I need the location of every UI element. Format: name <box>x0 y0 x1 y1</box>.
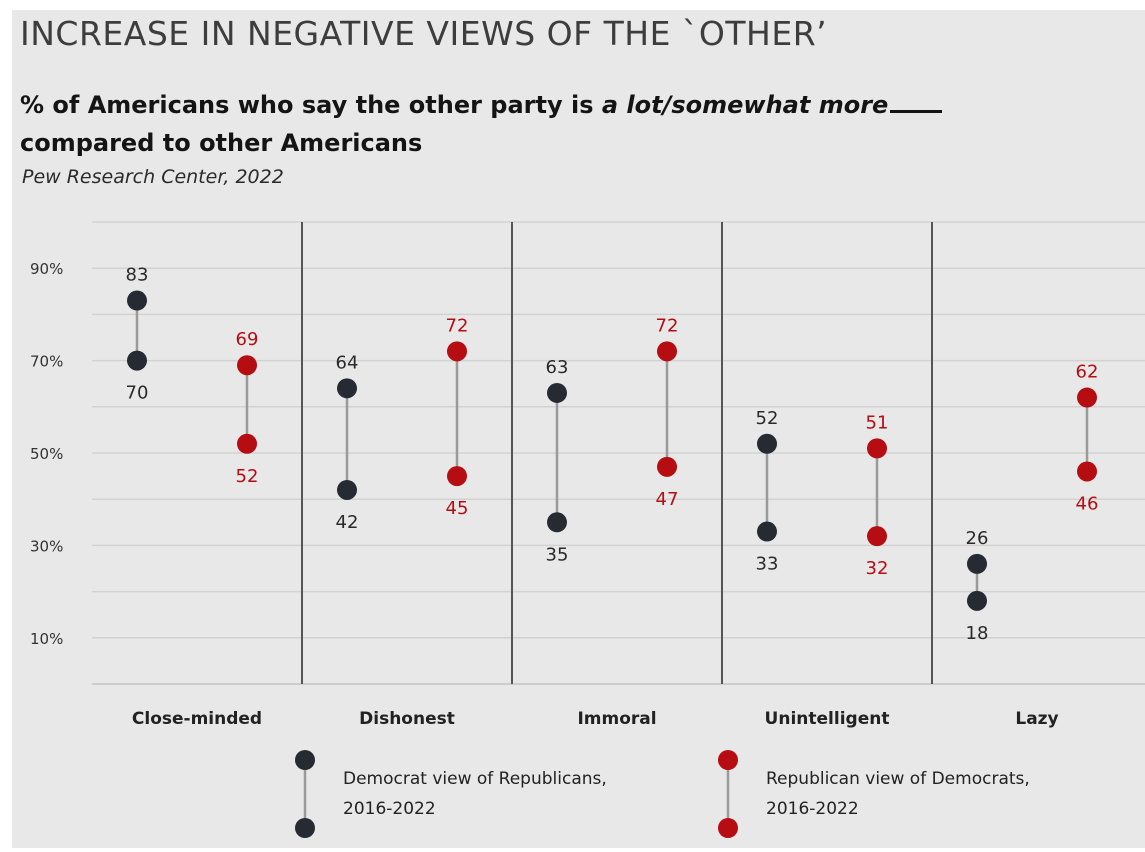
republican-point-2022 <box>1077 387 1097 408</box>
y-tick-label: 10% <box>30 630 63 648</box>
subtitle-text: % of Americans who say the other party i… <box>20 91 602 119</box>
subtitle-blank-line <box>890 90 943 113</box>
republican-label-high: 72 <box>656 315 679 336</box>
republican-point-2016 <box>237 433 257 454</box>
republican-point-2016 <box>657 456 677 477</box>
republican-label-high: 69 <box>236 329 259 350</box>
category-label: Dishonest <box>359 709 455 729</box>
legend-republican-marker-top <box>718 750 738 770</box>
democrat-point-2016 <box>547 512 567 533</box>
republican-label-low: 47 <box>656 489 679 510</box>
democrat-label-low: 42 <box>336 512 359 533</box>
democrat-point-2016 <box>127 350 147 371</box>
democrat-point-2016 <box>967 590 987 611</box>
chart-title: INCREASE IN NEGATIVE VIEWS OF THE `OTHER… <box>20 14 828 53</box>
democrat-point-2016 <box>337 479 357 500</box>
category-label: Close-minded <box>132 709 262 729</box>
y-tick-label: 90% <box>30 260 63 278</box>
democrat-label-high: 83 <box>126 265 149 286</box>
legend-republican-marker-bottom <box>718 818 738 838</box>
republican-label-low: 45 <box>446 498 469 519</box>
republican-point-2022 <box>447 341 467 362</box>
subtitle-text-line2: compared to other Americans <box>20 129 423 157</box>
democrat-point-2016 <box>757 521 777 542</box>
democrat-point-2022 <box>337 378 357 399</box>
chart-panel <box>12 10 1145 848</box>
democrat-label-low: 18 <box>966 623 989 644</box>
subtitle-emphasis: a lot/somewhat more <box>601 91 889 119</box>
republican-label-high: 62 <box>1076 362 1099 383</box>
chart-subtitle: % of Americans who say the other party i… <box>20 86 1100 162</box>
category-label: Unintelligent <box>765 709 890 729</box>
legend-republican-label-line1: Republican view of Democrats, <box>766 769 1030 789</box>
democrat-label-high: 64 <box>336 352 359 373</box>
republican-label-low: 32 <box>866 558 889 579</box>
legend-democrat-marker-bottom <box>295 818 315 838</box>
y-tick-label: 70% <box>30 353 63 371</box>
democrat-point-2022 <box>127 290 147 311</box>
republican-label-low: 46 <box>1076 493 1099 514</box>
legend-republican-label-line2: 2016-2022 <box>766 799 859 819</box>
legend-democrat-label-line2: 2016-2022 <box>343 799 436 819</box>
y-tick-label: 30% <box>30 537 63 555</box>
chart-source: Pew Research Center, 2022 <box>22 166 284 188</box>
democrat-point-2022 <box>967 553 987 574</box>
category-label: Lazy <box>1015 709 1058 729</box>
democrat-label-low: 70 <box>126 383 149 404</box>
democrat-point-2022 <box>547 382 567 403</box>
category-label: Immoral <box>577 709 656 729</box>
y-tick-label: 50% <box>30 445 63 463</box>
republican-point-2022 <box>657 341 677 362</box>
democrat-label-high: 52 <box>756 408 779 429</box>
republican-point-2022 <box>867 438 887 459</box>
republican-point-2016 <box>447 466 467 487</box>
republican-point-2016 <box>1077 461 1097 482</box>
republican-label-high: 72 <box>446 315 469 336</box>
democrat-label-high: 63 <box>546 357 569 378</box>
democrat-label-high: 26 <box>966 528 989 549</box>
democrat-label-low: 35 <box>546 544 569 565</box>
republican-label-high: 51 <box>866 412 889 433</box>
legend-democrat-marker-top <box>295 750 315 770</box>
democrat-label-low: 33 <box>756 554 779 575</box>
republican-label-low: 52 <box>236 466 259 487</box>
republican-point-2022 <box>237 355 257 376</box>
republican-point-2016 <box>867 526 887 547</box>
democrat-point-2022 <box>757 433 777 454</box>
legend-democrat-label-line1: Democrat view of Republicans, <box>343 769 607 789</box>
